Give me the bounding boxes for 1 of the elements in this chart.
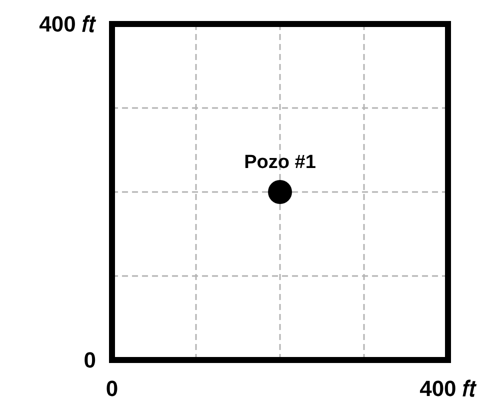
annotation: Pozo #1 bbox=[244, 152, 316, 173]
